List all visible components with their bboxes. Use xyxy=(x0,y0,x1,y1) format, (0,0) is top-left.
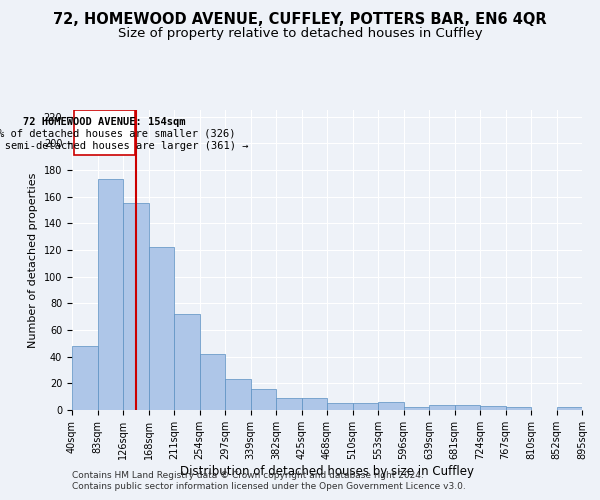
FancyBboxPatch shape xyxy=(74,110,135,156)
Text: 53% of semi-detached houses are larger (361) →: 53% of semi-detached houses are larger (… xyxy=(0,140,248,150)
Text: Contains HM Land Registry data © Crown copyright and database right 2024.: Contains HM Land Registry data © Crown c… xyxy=(72,471,424,480)
Bar xyxy=(557,408,582,410)
Text: ← 47% of detached houses are smaller (326): ← 47% of detached houses are smaller (32… xyxy=(0,128,236,138)
Bar xyxy=(480,406,505,410)
Bar xyxy=(199,354,225,410)
Bar xyxy=(123,204,149,410)
Bar xyxy=(149,248,174,410)
Y-axis label: Number of detached properties: Number of detached properties xyxy=(28,172,38,348)
Bar xyxy=(276,398,302,410)
Text: Size of property relative to detached houses in Cuffley: Size of property relative to detached ho… xyxy=(118,28,482,40)
Text: Contains public sector information licensed under the Open Government Licence v3: Contains public sector information licen… xyxy=(72,482,466,491)
Text: 72, HOMEWOOD AVENUE, CUFFLEY, POTTERS BAR, EN6 4QR: 72, HOMEWOOD AVENUE, CUFFLEY, POTTERS BA… xyxy=(53,12,547,28)
Bar xyxy=(327,404,353,410)
Bar xyxy=(378,402,404,410)
Bar xyxy=(505,408,531,410)
Bar xyxy=(353,404,378,410)
Bar xyxy=(429,404,455,410)
Bar xyxy=(72,346,97,410)
Bar xyxy=(404,408,429,410)
Bar xyxy=(97,180,123,410)
Bar xyxy=(455,404,480,410)
Bar xyxy=(302,398,327,410)
Text: 72 HOMEWOOD AVENUE: 154sqm: 72 HOMEWOOD AVENUE: 154sqm xyxy=(23,116,185,126)
Bar xyxy=(251,388,276,410)
Bar xyxy=(174,314,199,410)
X-axis label: Distribution of detached houses by size in Cuffley: Distribution of detached houses by size … xyxy=(180,464,474,477)
Bar xyxy=(225,380,251,410)
